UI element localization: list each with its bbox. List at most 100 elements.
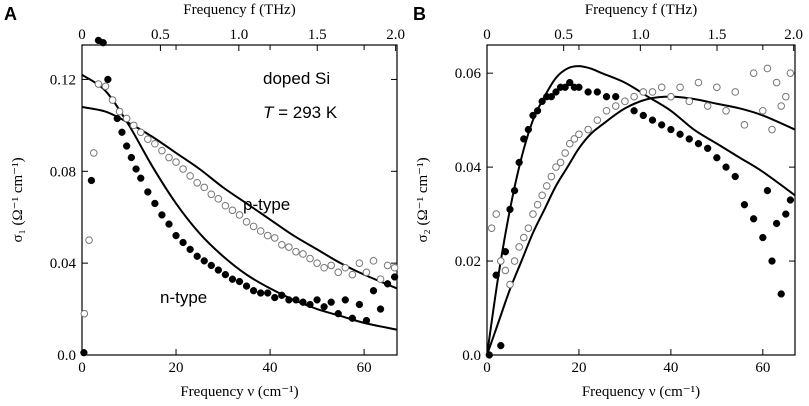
point-b-n-type-data-43 bbox=[777, 290, 785, 298]
point-a-n-type-data-29 bbox=[264, 289, 272, 297]
panel-label-b: B bbox=[413, 4, 426, 24]
point-b-n-type-data-33 bbox=[704, 144, 712, 152]
x-tick-label-b-1: 20 bbox=[571, 360, 586, 376]
point-a-p-type-data-31 bbox=[292, 247, 300, 256]
point-a-p-type-data-45 bbox=[390, 263, 399, 272]
point-a-n-type-data-37 bbox=[320, 303, 328, 311]
point-a-p-type-data-22 bbox=[228, 206, 237, 215]
point-a-p-type-data-5 bbox=[108, 96, 117, 104]
sample-label: doped Si bbox=[263, 69, 330, 88]
point-b-p-type-data-25 bbox=[630, 92, 638, 101]
data-points-b bbox=[485, 64, 795, 359]
point-a-p-type-data-4 bbox=[101, 82, 110, 91]
point-b-n-type-data-25 bbox=[630, 107, 638, 115]
fit-line-a-p-type-fit bbox=[82, 106, 397, 290]
y-tick-label-a-2: 0.08 bbox=[50, 164, 76, 180]
point-a-n-type-data-34 bbox=[299, 298, 307, 306]
y-tick-label-a-0: 0.0 bbox=[57, 348, 76, 364]
point-a-p-type-data-27 bbox=[263, 231, 272, 240]
fit-line-b-p-type-fit bbox=[487, 95, 795, 355]
point-a-n-type-data-39 bbox=[334, 310, 342, 318]
fit-curves-a bbox=[82, 74, 397, 331]
x-tick-label-a-0: 0 bbox=[78, 360, 86, 376]
point-a-p-type-data-3 bbox=[94, 80, 103, 88]
point-b-p-type-data-45 bbox=[786, 69, 795, 77]
y-tick-label-a-1: 0.04 bbox=[50, 256, 77, 272]
fit-line-a-n-type-fit bbox=[82, 74, 397, 331]
point-b-p-type-data-29 bbox=[667, 92, 675, 101]
point-a-n-type-data-18 bbox=[186, 245, 194, 254]
point-a-p-type-data-38 bbox=[341, 263, 350, 272]
point-a-n-type-data-3 bbox=[99, 39, 107, 47]
y-tick-label-b-0: 0.0 bbox=[462, 348, 481, 364]
point-a-n-type-data-19 bbox=[193, 252, 201, 260]
x-axis-title-a: Frequency ν (cm⁻¹) bbox=[180, 384, 298, 400]
x2-axis-title-a: Frequency f (THz) bbox=[183, 2, 295, 18]
point-b-p-type-data-9 bbox=[529, 210, 537, 218]
point-a-n-type-data-40 bbox=[341, 296, 349, 304]
point-a-n-type-data-26 bbox=[242, 282, 251, 290]
point-a-p-type-data-19 bbox=[207, 190, 216, 199]
point-a-n-type-data-31 bbox=[278, 291, 286, 299]
tick-group-b: 0 20 40 60 0 0.5 1.0 1.5 2.0 0.0 0.02 0.04 0.06 bbox=[455, 27, 803, 376]
point-a-p-type-data-2 bbox=[89, 149, 98, 157]
point-a-n-type-data-16 bbox=[172, 231, 180, 240]
point-b-p-type-data-5 bbox=[510, 257, 519, 265]
temperature-label: T = 293 K bbox=[263, 103, 338, 122]
point-b-p-type-data-24 bbox=[621, 97, 629, 106]
point-a-n-type-data-15 bbox=[165, 220, 173, 228]
point-b-n-type-data-23 bbox=[612, 93, 620, 101]
x2-tick-label-a-1: 0.5 bbox=[151, 27, 170, 43]
x-axis-title-b: Frequency ν (cm⁻¹) bbox=[582, 384, 700, 400]
y-tick-label-b-1: 0.02 bbox=[455, 254, 481, 270]
x-tick-label-a-2: 40 bbox=[263, 360, 278, 376]
point-b-n-type-data-30 bbox=[676, 130, 684, 138]
point-b-p-type-data-6 bbox=[515, 243, 523, 251]
point-b-n-type-data-19 bbox=[575, 83, 583, 91]
point-b-n-type-data-20 bbox=[584, 88, 592, 96]
x2-tick-label-b-1: 0.5 bbox=[554, 27, 573, 43]
point-a-n-type-data-0 bbox=[80, 349, 88, 357]
panel-b: B 0 20 40 60 0 0.5 1.0 1.5 2.0 0.0 0.02 0.04 0.06 Fr… bbox=[413, 2, 803, 400]
plot-frame-a bbox=[81, 44, 398, 356]
point-b-p-type-data-18 bbox=[570, 135, 579, 143]
x-tick-label-a-3: 60 bbox=[357, 360, 372, 376]
point-b-p-type-data-37 bbox=[740, 121, 749, 129]
point-b-n-type-data-45 bbox=[786, 196, 795, 204]
point-b-n-type-data-22 bbox=[602, 93, 611, 101]
point-b-p-type-data-7 bbox=[519, 233, 528, 242]
point-b-p-type-data-21 bbox=[593, 116, 602, 124]
y-axis-title-a: σ₁ (Ω⁻¹ cm⁻¹) bbox=[10, 157, 26, 242]
point-b-n-type-data-34 bbox=[713, 154, 721, 162]
panel-label-a: A bbox=[4, 4, 17, 24]
x-tick-label-b-3: 60 bbox=[755, 360, 770, 376]
point-b-n-type-data-3 bbox=[501, 248, 510, 256]
temperature-value: = 293 K bbox=[273, 103, 337, 122]
point-b-p-type-data-20 bbox=[584, 125, 592, 134]
point-a-p-type-data-8 bbox=[129, 121, 138, 130]
point-a-p-type-data-7 bbox=[122, 114, 131, 123]
point-b-p-type-data-22 bbox=[602, 106, 611, 115]
x2-tick-label-b-0: 0 bbox=[483, 27, 491, 43]
point-b-p-type-data-4 bbox=[506, 280, 514, 289]
x-tick-label-a-1: 20 bbox=[169, 360, 184, 376]
point-a-n-type-data-20 bbox=[200, 257, 208, 265]
point-a-p-type-data-42 bbox=[369, 257, 378, 265]
y-tick-label-b-2: 0.04 bbox=[455, 160, 482, 176]
point-a-n-type-data-33 bbox=[292, 296, 300, 304]
point-b-n-type-data-26 bbox=[639, 111, 647, 120]
point-a-p-type-data-35 bbox=[320, 263, 328, 272]
point-a-n-type-data-7 bbox=[118, 128, 126, 136]
point-b-n-type-data-36 bbox=[731, 172, 739, 181]
point-a-n-type-data-46 bbox=[383, 280, 392, 288]
point-b-p-type-data-12 bbox=[542, 182, 551, 190]
point-a-n-type-data-42 bbox=[355, 300, 364, 309]
point-a-p-type-data-18 bbox=[200, 183, 209, 192]
point-b-p-type-data-39 bbox=[759, 106, 767, 115]
point-a-p-type-data-39 bbox=[348, 270, 357, 279]
point-b-n-type-data-40 bbox=[763, 186, 772, 195]
point-b-p-type-data-32 bbox=[694, 78, 703, 87]
point-b-n-type-data-38 bbox=[749, 215, 758, 223]
point-a-p-type-data-20 bbox=[214, 195, 223, 203]
